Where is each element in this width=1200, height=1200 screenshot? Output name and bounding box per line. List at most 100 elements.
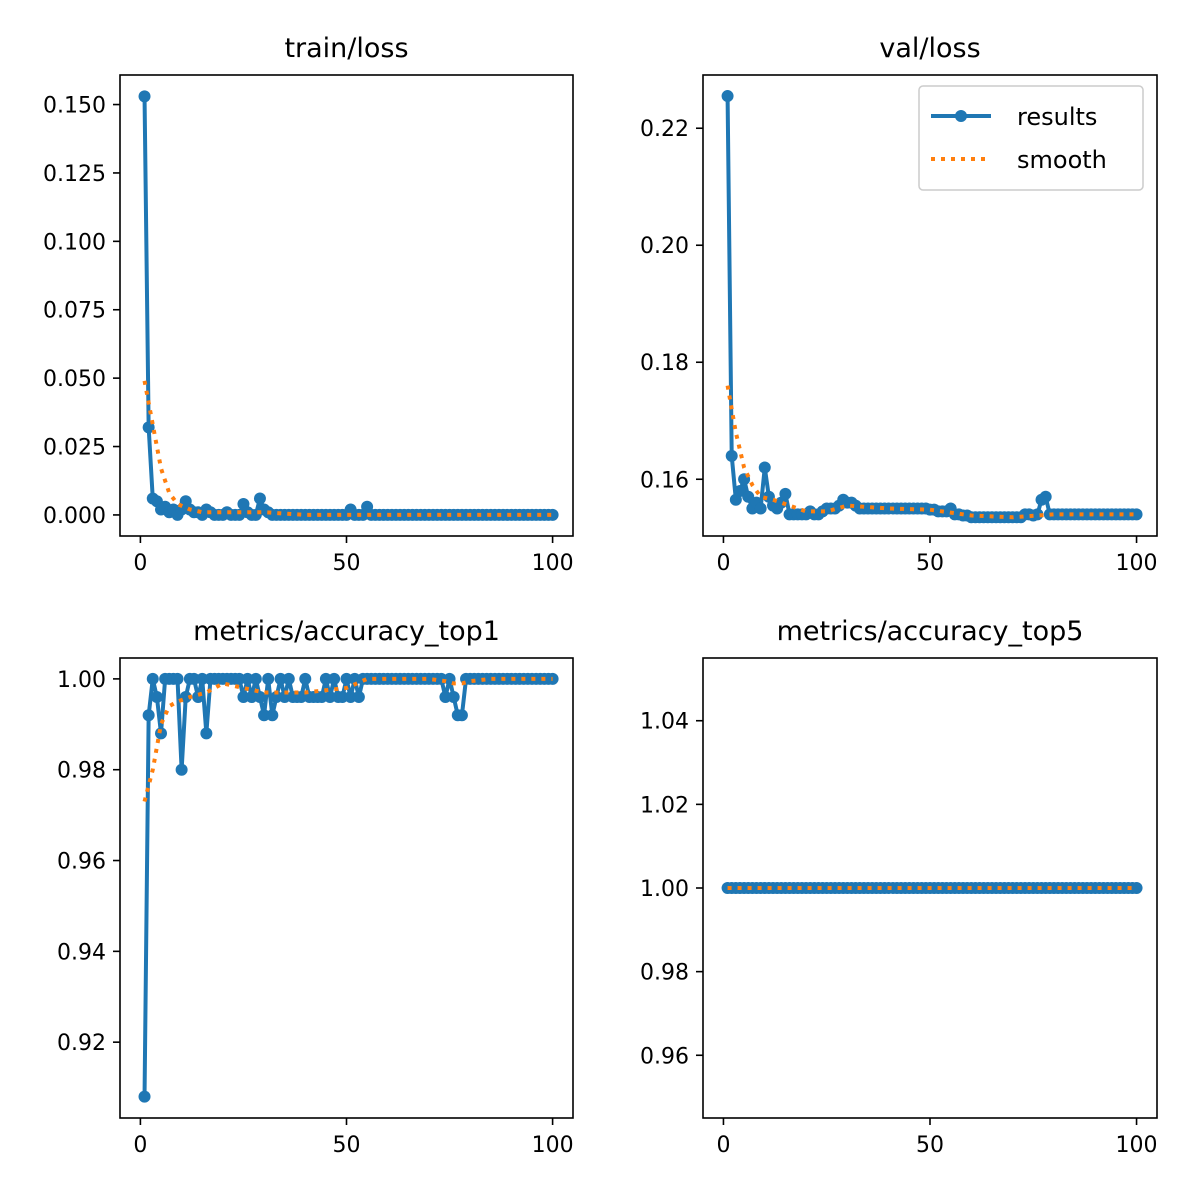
x-tick-label: 50 — [916, 551, 944, 576]
y-tick-label: 0.92 — [57, 1031, 106, 1056]
data-point — [187, 672, 200, 685]
series-smooth-line — [142, 676, 553, 802]
data-point — [779, 487, 792, 500]
data-point — [1039, 490, 1052, 503]
x-tick-label: 50 — [333, 551, 361, 576]
y-tick-label: 0.150 — [43, 94, 106, 119]
data-point — [142, 421, 155, 434]
data-point — [138, 1090, 151, 1103]
y-tick-label: 0.125 — [43, 162, 106, 187]
x-tick-label: 50 — [916, 1133, 944, 1158]
y-tick-label: 0.100 — [43, 230, 106, 255]
x-tick-label: 0 — [716, 551, 730, 576]
data-point — [328, 672, 341, 685]
data-point — [171, 672, 184, 685]
axes-frame — [119, 74, 574, 537]
y-tick-label: 0.050 — [43, 367, 106, 392]
y-tick-label: 0.98 — [57, 759, 106, 784]
y-tick-label: 0.18 — [640, 351, 689, 376]
data-point — [258, 709, 271, 722]
y-tick-label: 0.075 — [43, 299, 106, 324]
legend-smooth-label: smooth — [1017, 146, 1107, 174]
y-tick-label: 0.94 — [57, 940, 106, 965]
data-point — [725, 449, 738, 462]
data-point — [266, 709, 279, 722]
data-point — [344, 691, 357, 704]
legend-results-label: results — [1017, 103, 1097, 131]
x-tick-label: 100 — [532, 551, 574, 576]
data-point — [200, 727, 213, 740]
series-results-line — [142, 676, 553, 1097]
data-point — [315, 691, 328, 704]
y-tick-label: 0.96 — [57, 850, 106, 875]
series-smooth-line — [142, 380, 553, 517]
x-tick-label: 100 — [1116, 551, 1158, 576]
data-point — [146, 672, 159, 685]
plot-area — [138, 672, 559, 1103]
x-tick-label: 0 — [716, 1133, 730, 1158]
x-tick-label: 0 — [133, 551, 147, 576]
data-point — [245, 691, 258, 704]
plot-area — [721, 90, 1143, 524]
data-point — [447, 691, 460, 704]
data-point — [233, 672, 246, 685]
data-point — [237, 691, 250, 704]
data-point — [299, 672, 312, 685]
data-point — [721, 90, 734, 103]
series-results-line — [142, 96, 553, 517]
axes-frame — [119, 657, 574, 1119]
data-point — [196, 672, 209, 685]
data-point — [241, 672, 254, 685]
data-point — [253, 492, 266, 505]
x-tick-label: 0 — [133, 1133, 147, 1158]
data-point — [150, 691, 163, 704]
data-point — [319, 672, 332, 685]
data-point — [142, 709, 155, 722]
y-tick-label: 1.02 — [640, 793, 689, 818]
y-tick-label: 0.025 — [43, 436, 106, 461]
legend: results smooth — [918, 85, 1144, 191]
y-tick-label: 1.00 — [640, 877, 689, 902]
y-tick-label: 0.96 — [640, 1044, 689, 1069]
y-tick-label: 0.16 — [640, 468, 689, 493]
x-tick-label: 50 — [333, 1133, 361, 1158]
legend-results-marker — [955, 110, 967, 122]
plot-area — [138, 90, 559, 521]
chart-title: metrics/accuracy_top1 — [193, 616, 500, 647]
x-tick-label: 100 — [532, 1133, 574, 1158]
chart-panel-accuracy-top5: 0 50 100 0.96 0.98 1.00 1.02 1.04 metrics/accura… — [640, 616, 1158, 1158]
data-point — [270, 691, 283, 704]
data-point — [455, 709, 468, 722]
data-point — [1031, 508, 1044, 521]
data-point — [324, 691, 337, 704]
data-point — [546, 508, 559, 521]
data-point — [754, 502, 767, 515]
data-point — [758, 461, 771, 474]
data-point — [138, 90, 151, 103]
chart-panel-train-loss: 0 50 100 0.000 0.025 0.050 0.075 0.100 0.125 0.15… — [43, 33, 574, 576]
data-point — [352, 691, 365, 704]
data-point — [439, 691, 452, 704]
data-point — [175, 763, 188, 776]
plot-area — [721, 882, 1143, 894]
chart-panel-accuracy-top1: 0 50 100 0.92 0.94 0.96 0.98 1.00 metrics/accura… — [57, 616, 574, 1158]
x-tick-label: 100 — [1116, 1133, 1158, 1158]
legend-box — [918, 85, 1144, 191]
data-point — [340, 672, 353, 685]
chart-panel-val-loss: 0 50 100 0.16 0.18 0.20 0.22 val/loss results smo… — [640, 33, 1158, 576]
y-tick-label: 0.98 — [640, 961, 689, 986]
data-point — [282, 672, 295, 685]
chart-title: val/loss — [879, 33, 980, 64]
data-point — [262, 672, 275, 685]
chart-title: train/loss — [284, 33, 408, 64]
data-point — [348, 672, 361, 685]
data-point — [253, 691, 266, 704]
data-point — [1130, 508, 1143, 521]
y-tick-label: 1.00 — [57, 668, 106, 693]
y-tick-label: 0.20 — [640, 234, 689, 259]
data-point — [249, 672, 262, 685]
y-tick-label: 0.000 — [43, 504, 106, 529]
y-tick-label: 1.04 — [640, 710, 689, 735]
y-tick-label: 0.22 — [640, 117, 689, 142]
data-point — [336, 691, 349, 704]
